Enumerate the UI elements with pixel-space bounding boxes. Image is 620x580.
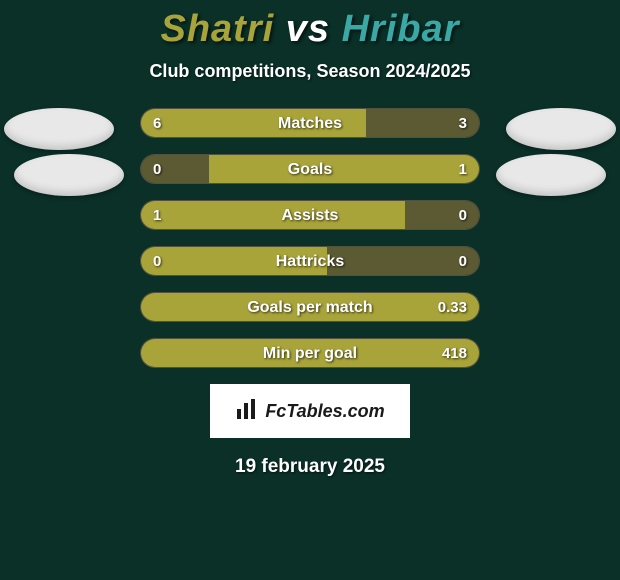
stat-label: Goals <box>141 155 479 183</box>
watermark: FcTables.com <box>210 384 410 438</box>
stat-label: Goals per match <box>141 293 479 321</box>
stat-label: Min per goal <box>141 339 479 367</box>
avatar-left-0 <box>4 108 114 150</box>
avatar-right-0 <box>506 108 616 150</box>
watermark-text: FcTables.com <box>265 401 384 422</box>
stat-value-left: 0 <box>153 155 161 183</box>
stat-row-hattricks: Hattricks0 0 <box>140 246 480 276</box>
avatar-right-1 <box>496 154 606 196</box>
date-label: 19 february 2025 <box>0 456 620 478</box>
avatar-left-1 <box>14 154 124 196</box>
stat-value-left: 0 <box>153 247 161 275</box>
title-left: Shatri <box>160 8 274 50</box>
stat-label: Matches <box>141 109 479 137</box>
stat-value-left: 1 <box>153 201 161 229</box>
chart-icon <box>235 397 259 426</box>
stat-label: Assists <box>141 201 479 229</box>
title-right: Hribar <box>342 8 460 50</box>
stat-row-min-per-goal: Min per goal418 <box>140 338 480 368</box>
stat-value-right: 0 <box>459 247 467 275</box>
stat-row-goals-per-match: Goals per match0.33 <box>140 292 480 322</box>
stat-value-right: 0.33 <box>438 293 467 321</box>
stat-row-assists: Assists1 0 <box>140 200 480 230</box>
stat-value-left: 6 <box>153 109 161 137</box>
comparison-arena: Matches63Goals01Assists10Hattricks00Goal… <box>0 108 620 368</box>
stat-label: Hattricks <box>141 247 479 275</box>
stat-value-right: 3 <box>459 109 467 137</box>
page-title: Shatri vs Hribar <box>0 0 620 51</box>
stat-row-matches: Matches6 3 <box>140 108 480 138</box>
subtitle: Club competitions, Season 2024/2025 <box>0 61 620 82</box>
stat-row-goals: Goals0 1 <box>140 154 480 184</box>
stat-value-right: 418 <box>442 339 467 367</box>
stat-value-right: 1 <box>459 155 467 183</box>
title-vs: vs <box>286 8 330 50</box>
stat-value-right: 0 <box>459 201 467 229</box>
